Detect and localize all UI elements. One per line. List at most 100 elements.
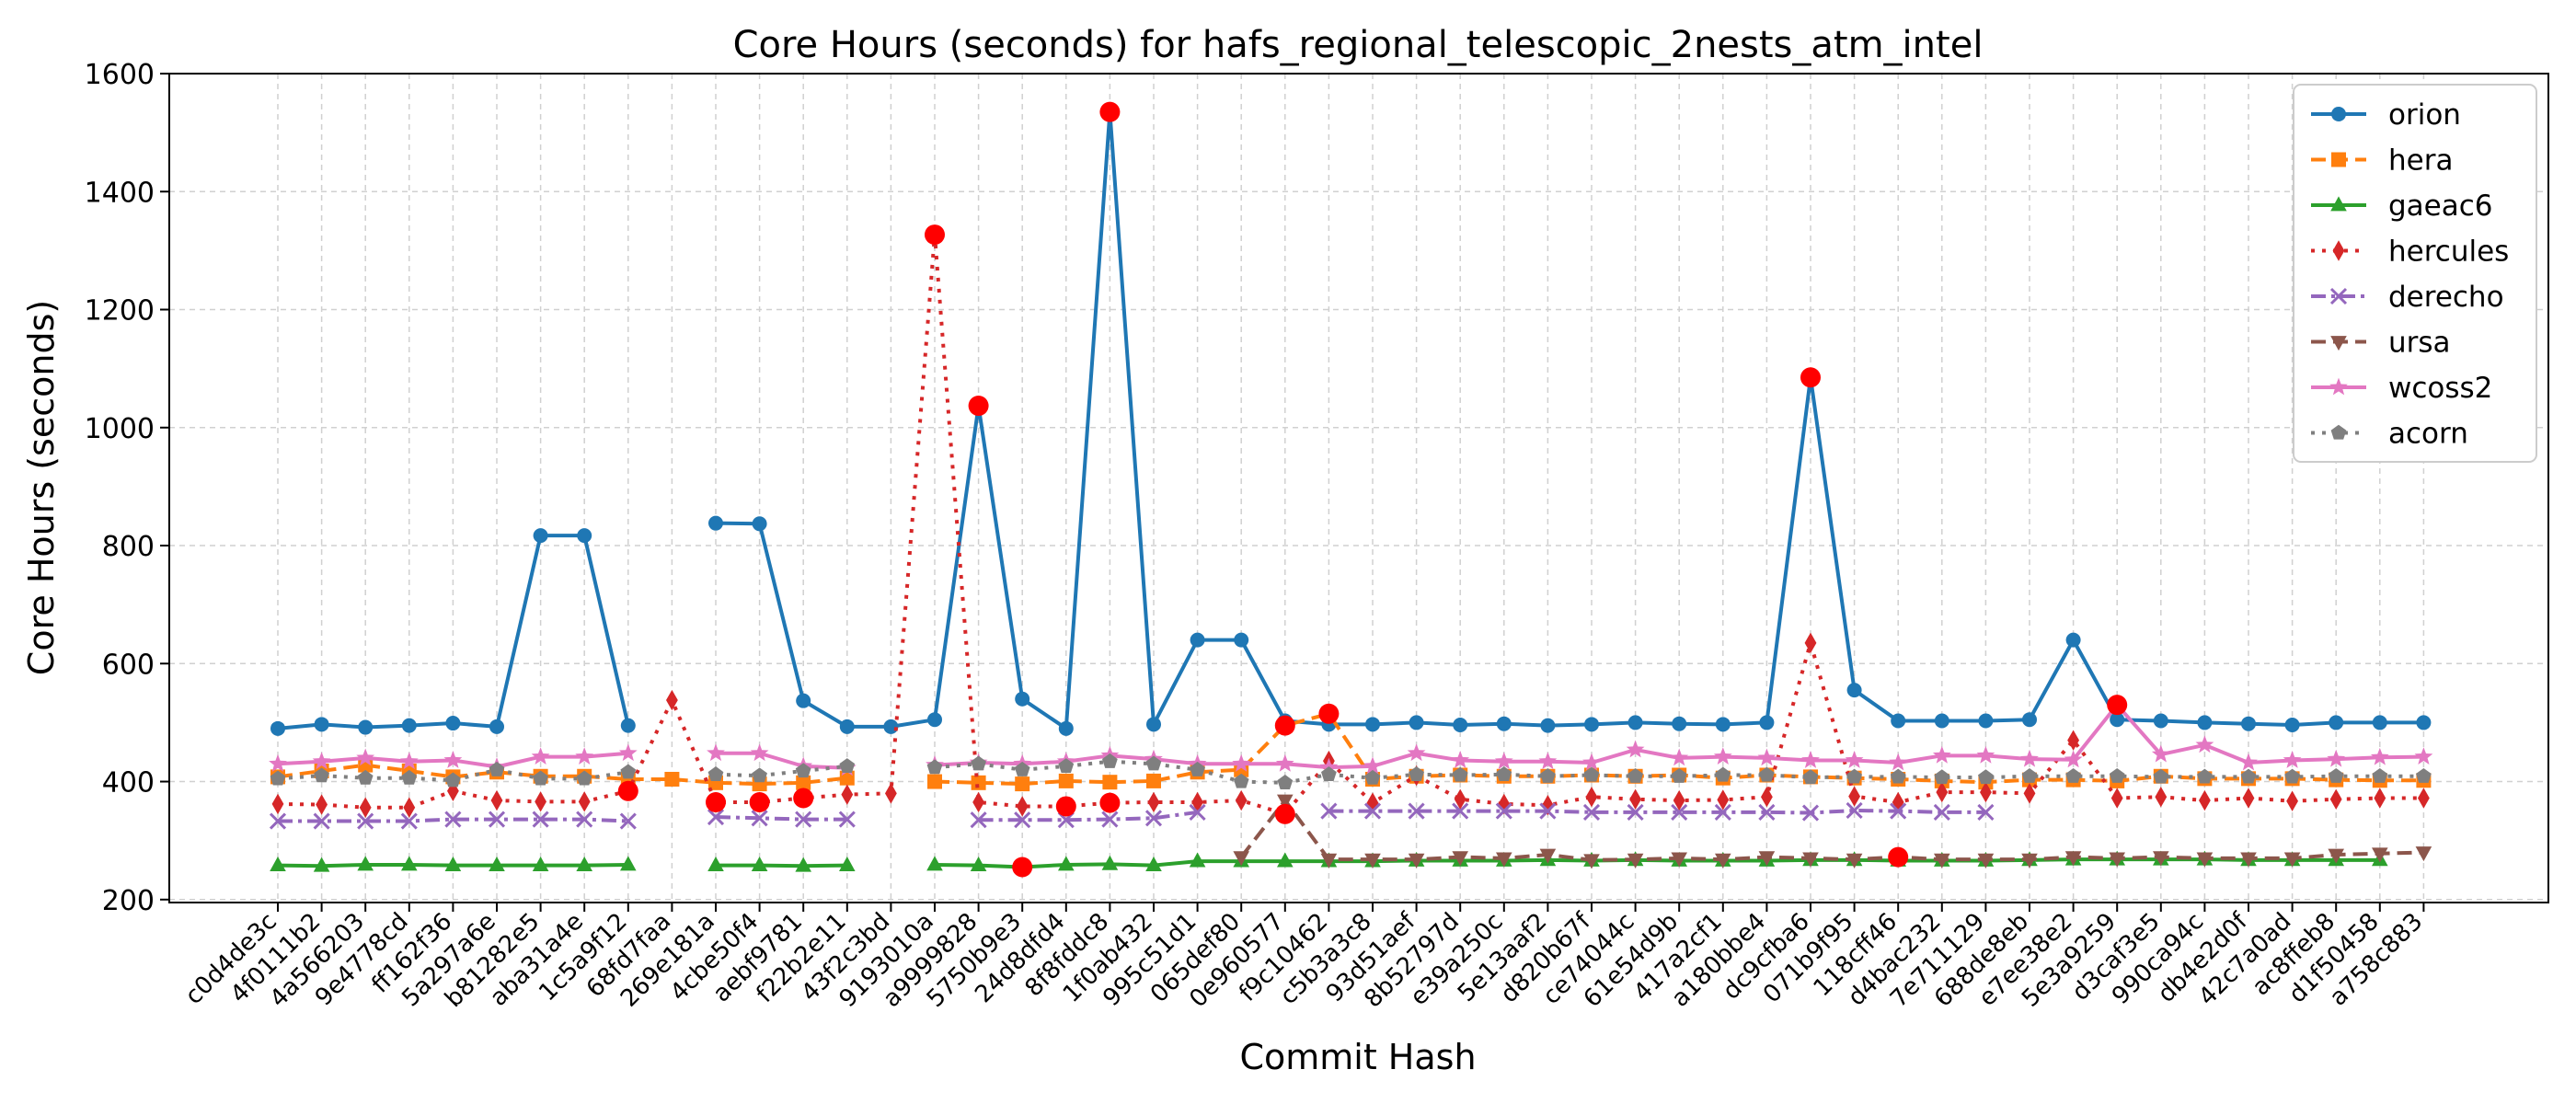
data-point-hera <box>1102 775 1118 790</box>
data-point-hercules <box>1498 793 1511 815</box>
series-acorn <box>270 753 2432 789</box>
data-point-derecho <box>1144 810 1163 827</box>
data-point-ursa <box>1233 851 1249 867</box>
data-point-orion <box>1496 716 1512 731</box>
data-point-orion <box>445 716 461 731</box>
data-point-orion <box>2329 715 2344 730</box>
data-point-orion <box>1759 715 1775 730</box>
data-point-acorn <box>971 755 986 771</box>
data-point-hera <box>1015 776 1030 792</box>
y-axis-label: Core Hours (seconds) <box>21 300 62 675</box>
data-point-orion <box>1409 715 1424 730</box>
data-point-orion <box>1015 691 1030 707</box>
data-point-acorn <box>1759 766 1775 782</box>
data-point-hercules <box>271 793 284 815</box>
data-point-derecho <box>313 812 330 830</box>
data-point-orion <box>796 693 811 708</box>
data-point-acorn <box>1802 769 1819 785</box>
data-point-wcoss2 <box>531 747 550 765</box>
data-point-wcoss2 <box>618 743 638 762</box>
data-point-acorn <box>314 767 329 783</box>
data-point-hercules <box>535 791 546 812</box>
data-point-hera <box>1146 773 1161 788</box>
data-point-hera <box>971 775 986 790</box>
data-point-acorn <box>2065 767 2081 783</box>
data-point-gaeac6 <box>532 856 549 871</box>
data-point-acorn <box>2021 767 2038 783</box>
series-line-gaeac6 <box>716 863 847 868</box>
data-point-ursa <box>2153 851 2169 867</box>
data-point-hercules <box>2374 788 2386 809</box>
data-point-derecho <box>1495 802 1512 820</box>
data-point-wcoss2 <box>443 751 463 768</box>
data-point-acorn <box>1014 761 1030 776</box>
data-point-gaeac6 <box>1189 852 1206 868</box>
data-point-hercules <box>1761 787 1773 808</box>
data-point-hercules <box>403 797 416 818</box>
data-point-derecho <box>795 811 812 828</box>
data-point-acorn <box>357 769 374 785</box>
data-point-acorn <box>2153 768 2169 784</box>
series-line-derecho <box>978 810 1198 822</box>
y-axis: 200 400 600 800 1000 1200 1400 1600 <box>85 59 169 917</box>
y-tick-label: 1000 <box>85 413 155 445</box>
legend-item-derecho: derecho <box>2311 281 2504 314</box>
data-point-ursa <box>1408 853 1425 868</box>
data-point-ursa <box>1320 853 1338 868</box>
x-axis: c0d4de3c4f0111b24a5662039e4778cdff162f36… <box>180 903 2428 1013</box>
data-point-hercules <box>1454 788 1466 810</box>
series-line-derecho <box>715 815 847 822</box>
data-point-hercules <box>2110 788 2123 809</box>
data-point-acorn <box>1145 755 1162 771</box>
data-point-hera <box>839 770 855 786</box>
legend-item-wcoss2: wcoss2 <box>2311 372 2492 405</box>
highlight-point <box>1800 367 1821 388</box>
highlight-point <box>617 780 638 801</box>
data-point-derecho <box>619 812 637 830</box>
legend-item-hera: hera <box>2311 144 2453 178</box>
series-wcoss2 <box>269 695 2433 776</box>
data-point-wcoss2 <box>1363 756 1382 775</box>
series-hercules <box>271 224 2430 825</box>
data-point-wcoss2 <box>1232 753 1251 772</box>
data-point-derecho <box>1408 802 1425 820</box>
data-point-ursa <box>1671 852 1687 868</box>
data-point-hercules <box>2067 730 2079 751</box>
data-point-acorn <box>2109 767 2125 783</box>
legend-marker <box>2331 107 2346 121</box>
data-point-acorn <box>401 769 418 785</box>
highlight-point <box>968 396 989 417</box>
legend-label: orion <box>2388 98 2461 132</box>
y-tick-label: 800 <box>102 531 155 563</box>
data-point-derecho <box>1801 804 1820 822</box>
legend-marker <box>2331 152 2346 167</box>
data-point-derecho <box>1014 811 1031 829</box>
data-point-ursa <box>1364 853 1381 868</box>
data-point-acorn <box>1846 768 1862 784</box>
data-point-acorn <box>2416 767 2432 783</box>
highlight-point <box>1274 715 1295 736</box>
data-point-acorn <box>489 761 505 776</box>
data-point-hercules <box>2418 788 2430 809</box>
legend-item-gaeac6: gaeac6 <box>2311 190 2493 223</box>
highlight-point <box>1099 792 1121 813</box>
data-point-hercules <box>2286 790 2298 811</box>
data-point-wcoss2 <box>707 743 725 762</box>
data-point-hercules <box>1980 781 1992 803</box>
data-point-orion <box>927 712 942 728</box>
data-point-acorn <box>1715 766 1731 782</box>
data-point-wcoss2 <box>2151 744 2170 763</box>
data-point-wcoss2 <box>1889 753 1908 771</box>
data-point-hercules <box>2199 789 2211 811</box>
data-point-orion <box>752 516 767 532</box>
data-point-hera <box>796 775 811 790</box>
data-point-ursa <box>2064 851 2082 867</box>
data-point-orion <box>1627 715 1643 730</box>
data-point-hercules <box>490 789 503 811</box>
series-layer <box>269 104 2433 873</box>
data-point-wcoss2 <box>1801 751 1820 768</box>
data-point-ursa <box>1846 853 1863 868</box>
series-line-acorn <box>277 767 629 783</box>
legend-marker <box>2329 287 2348 305</box>
